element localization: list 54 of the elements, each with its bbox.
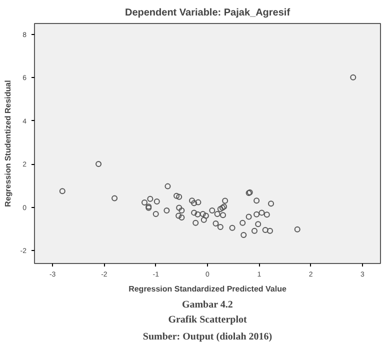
point <box>254 211 260 218</box>
point <box>212 220 219 226</box>
point <box>191 210 198 216</box>
point <box>240 232 247 238</box>
point <box>141 200 148 206</box>
point <box>221 204 228 210</box>
point <box>200 216 207 223</box>
text: Sumber: Output (diolah 2016) <box>142 332 272 342</box>
point <box>262 226 268 233</box>
point <box>164 208 170 214</box>
text: Gambar 4.2 <box>182 300 233 310</box>
point <box>178 208 185 214</box>
point <box>251 228 258 234</box>
point <box>266 228 273 234</box>
point <box>268 200 274 207</box>
point <box>217 206 224 212</box>
point <box>220 212 226 218</box>
point <box>194 211 201 218</box>
point <box>246 214 252 220</box>
point <box>192 220 199 226</box>
point <box>209 208 216 214</box>
point <box>176 204 182 211</box>
point <box>152 210 159 217</box>
point <box>217 224 224 230</box>
y-axis-title: Regression Studentized Residual <box>3 80 12 207</box>
point <box>164 183 171 190</box>
point <box>154 198 160 204</box>
point <box>264 212 270 218</box>
point <box>229 224 236 231</box>
x-axis-title: Regression Standardized Predicted Value <box>128 284 287 294</box>
point <box>59 188 66 194</box>
point <box>189 198 196 204</box>
point <box>214 210 220 217</box>
point <box>240 220 246 226</box>
point <box>254 198 260 204</box>
point <box>147 196 154 202</box>
point <box>258 210 265 216</box>
point <box>176 212 182 219</box>
point <box>112 195 118 202</box>
point <box>174 192 180 199</box>
point <box>195 199 202 206</box>
point <box>255 221 262 228</box>
point <box>222 198 228 204</box>
text: Grafik Scatterplot <box>168 314 248 326</box>
point <box>200 210 206 217</box>
point <box>202 212 209 219</box>
point <box>294 226 300 232</box>
chart-title: Dependent Variable: Pajak_Agresif <box>124 8 291 18</box>
point <box>191 200 198 206</box>
point <box>176 194 182 200</box>
point <box>96 161 102 168</box>
point <box>219 204 226 211</box>
point <box>178 214 185 220</box>
point <box>350 74 356 80</box>
